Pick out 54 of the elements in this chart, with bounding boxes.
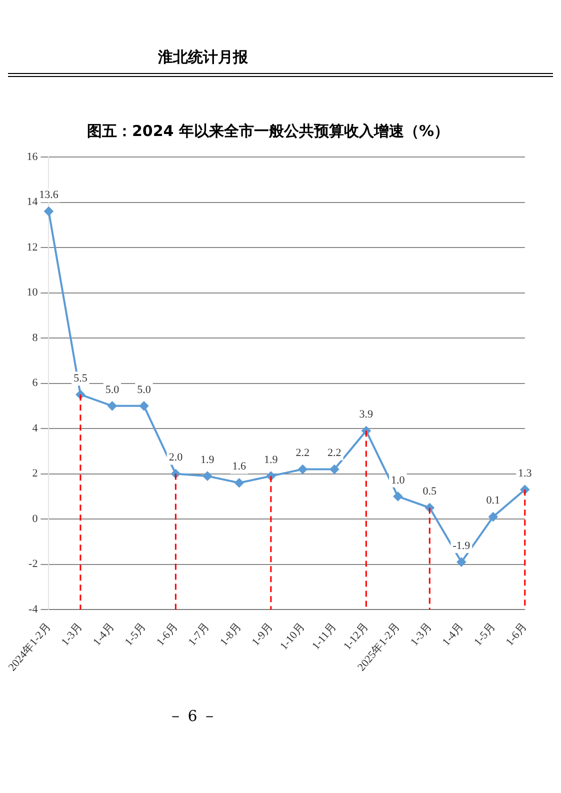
y-tick-label: 16	[26, 150, 38, 163]
data-label: 2.2	[296, 447, 310, 460]
x-tick-label: 1-4月	[91, 620, 117, 648]
point	[393, 492, 402, 501]
x-tick-label: 1-7月	[186, 620, 212, 648]
data-label: 5.5	[74, 372, 88, 384]
x-tick-label: 1-4月	[440, 620, 466, 648]
point	[456, 558, 466, 567]
y-tick-label: 4	[32, 422, 38, 434]
y-tick-label: 10	[26, 286, 38, 299]
point	[202, 472, 212, 481]
text: － 6 －	[167, 707, 218, 726]
text: 淮北统计月报	[8, 8, 553, 77]
point	[298, 464, 308, 474]
data-label: 13.6	[39, 189, 59, 202]
point	[234, 478, 244, 488]
data-label: 2.2	[328, 447, 342, 460]
x-tick-label: 1-9月	[250, 620, 276, 648]
x-tick-label: 1-5月	[472, 620, 498, 648]
point	[44, 206, 54, 216]
x-tick-label: 1-5月	[122, 620, 148, 648]
y-tick-label: 0	[32, 512, 38, 525]
y-tick-label: -2	[28, 558, 38, 570]
x-tick-label: 1-3月	[59, 620, 85, 648]
y-tick-label: -4	[28, 603, 38, 616]
point	[139, 401, 148, 410]
y-tick-label: 6	[32, 377, 38, 390]
y-tick-label: 2	[32, 468, 38, 480]
chart-title: 图五：2024 年以来全市一般公共预算收入增速（%）	[87, 122, 449, 140]
x-tick-label: 1-6月	[504, 620, 530, 648]
point	[488, 512, 498, 522]
y-tick-label: 8	[32, 332, 38, 344]
data-label: 1.9	[264, 454, 278, 466]
x-tick-label: 1-11月	[310, 620, 339, 652]
data-label: -1.9	[452, 540, 471, 552]
data-label: 1.3	[518, 468, 532, 480]
point	[330, 464, 339, 474]
data-label: 1.6	[232, 460, 247, 473]
data-label: 0.5	[422, 486, 438, 498]
point	[108, 401, 117, 410]
x-tick-label: 1-3月	[408, 620, 434, 648]
data-label: 1.0	[391, 474, 406, 486]
data-label: 5.0	[105, 384, 120, 396]
data-label: 5.0	[137, 384, 152, 396]
data-label: 0.1	[486, 494, 500, 507]
x-tick-label: 1-6月	[154, 620, 180, 648]
y-tick-label: 12	[26, 241, 38, 254]
x-tick-label: 1-8月	[218, 620, 244, 648]
y-tick-label: 14	[26, 196, 38, 208]
x-tick-label: 1-12月	[341, 620, 371, 652]
data-label: 3.9	[359, 408, 374, 421]
data-label: 2.0	[168, 452, 184, 464]
x-tick-label: 1-10月	[278, 620, 308, 652]
data-label: 1.9	[200, 454, 215, 466]
